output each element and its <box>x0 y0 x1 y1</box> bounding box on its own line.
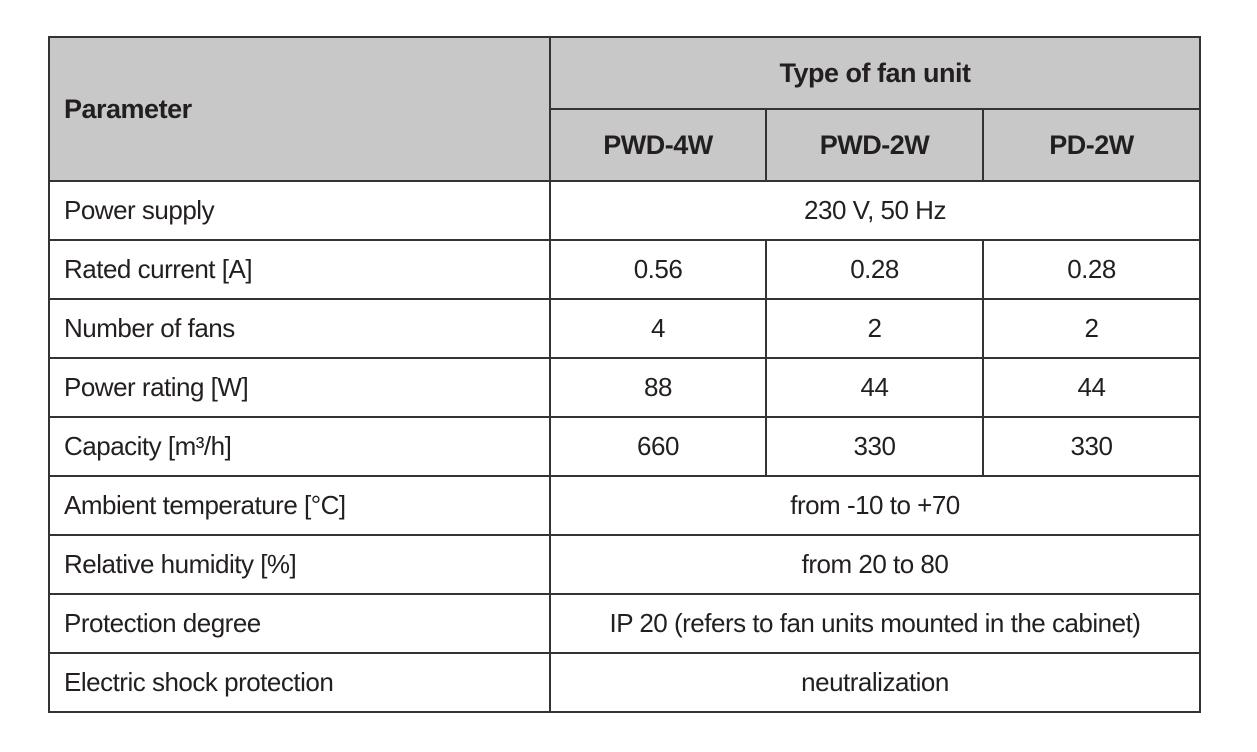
header-cell: Parameter <box>48 36 551 182</box>
parameter-cell: Relative humidity [%] <box>48 534 551 595</box>
parameter-cell: Capacity [m³/h] <box>48 416 551 477</box>
parameter-cell: Power rating [W] <box>48 357 551 418</box>
table-row: Power supply 230 V, 50 Hz <box>48 180 1201 241</box>
value-cell: 330 <box>765 416 984 477</box>
value-cell: from 20 to 80 <box>549 534 1201 595</box>
value-cell: 2 <box>765 298 984 359</box>
header-cell: PWD-4W <box>549 108 767 182</box>
value-cell: 88 <box>549 357 767 418</box>
value-cell: 2 <box>982 298 1201 359</box>
value-cell: from -10 to +70 <box>549 475 1201 536</box>
header-cell: PD-2W <box>982 108 1201 182</box>
value-cell: 0.56 <box>549 239 767 300</box>
parameter-cell: Number of fans <box>48 298 551 359</box>
table-row: Ambient temperature [°C] from -10 to +70 <box>48 475 1201 536</box>
value-cell: neutralization <box>549 652 1201 713</box>
spec-table: Parameter Type of fan unit PWD-4W PWD-2W P… <box>48 36 1201 713</box>
parameter-cell: Rated current [A] <box>48 239 551 300</box>
value-cell: 0.28 <box>765 239 984 300</box>
value-cell: 0.28 <box>982 239 1201 300</box>
value-cell: 44 <box>765 357 984 418</box>
value-cell: 230 V, 50 Hz <box>549 180 1201 241</box>
header-cell: Type of fan unit <box>549 36 1201 110</box>
parameter-cell: Electric shock protection <box>48 652 551 713</box>
table-row: Power rating [W] 88 44 44 <box>48 357 1201 418</box>
header-cell: PWD-2W <box>765 108 984 182</box>
table-row: Number of fans 4 2 2 <box>48 298 1201 359</box>
parameter-cell: Protection degree <box>48 593 551 654</box>
value-cell: 44 <box>982 357 1201 418</box>
value-cell: IP 20 (refers to fan units mounted in th… <box>549 593 1201 654</box>
table-row: Relative humidity [%] from 20 to 80 <box>48 534 1201 595</box>
table-row: Electric shock protection neutralization <box>48 652 1201 713</box>
value-cell: 330 <box>982 416 1201 477</box>
table-row: Rated current [A] 0.56 0.28 0.28 <box>48 239 1201 300</box>
table-row: Capacity [m³/h] 660 330 330 <box>48 416 1201 477</box>
value-cell: 660 <box>549 416 767 477</box>
parameter-cell: Power supply <box>48 180 551 241</box>
table-row: Protection degree IP 20 (refers to fan un… <box>48 593 1201 654</box>
parameter-cell: Ambient temperature [°C] <box>48 475 551 536</box>
value-cell: 4 <box>549 298 767 359</box>
